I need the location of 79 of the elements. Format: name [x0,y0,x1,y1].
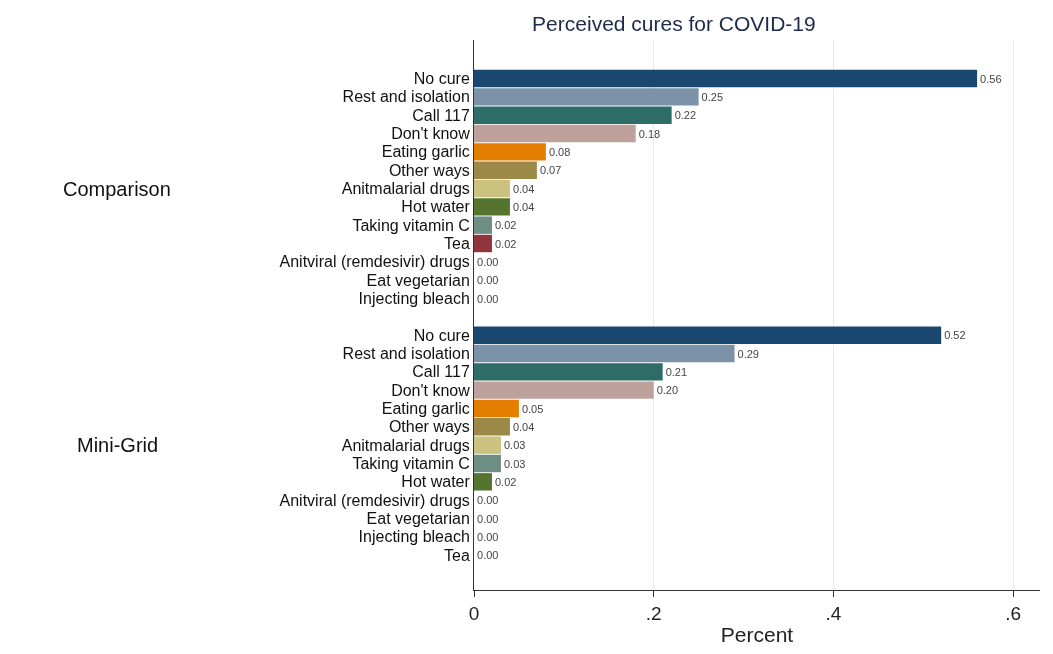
text: Mini-Grid [77,434,159,456]
x-axis-title: Percent [720,623,794,646]
data-label: 0.04 [512,182,535,195]
y-tick-label: Rest and isolation [342,345,470,363]
data-label: 0.02 [494,237,517,250]
y-tick-label: Don't know [391,125,471,143]
y-tick-label: Other ways [388,418,470,436]
data-label: 0.56 [980,72,1002,85]
y-tick-label: Taking vitamin C [352,216,470,234]
y-tick-label: Call 117 [412,106,470,124]
data-label: 0.00 [477,255,499,268]
y-tick-label: Other ways [388,161,470,179]
bar [474,399,519,418]
y-tick-label: Injecting bleach [358,528,470,546]
y-tick-label: Anitviral (remdesivir) drugs [279,491,470,509]
bar [474,124,636,143]
bar [474,69,978,88]
data-label: 0.00 [477,274,499,287]
y-tick-label: No cure [413,70,470,88]
data-label: 0.21 [665,365,688,378]
y-tick-label: Don't know [391,381,471,399]
data-label: 0.00 [477,292,499,305]
data-label: 0.25 [701,90,724,103]
y-tick-label: No cure [413,326,470,344]
data-label: 0.29 [737,347,759,360]
bar [474,436,501,454]
data-label: 0.05 [521,402,544,415]
bar [474,381,654,399]
data-label: 0.04 [512,420,535,433]
bar [474,234,492,253]
data-label: 0.04 [512,200,535,213]
y-tick-label: Tea [444,235,470,253]
data-label: 0.03 [503,457,526,470]
data-label: 0.00 [477,530,499,543]
bar [474,106,672,124]
data-label: 0.18 [638,127,661,140]
bar [474,473,492,491]
data-label: 0.02 [494,219,517,232]
x-tick-label: .2 [645,602,662,624]
y-tick-label: Rest and isolation [342,88,470,106]
y-tick-label: Eat vegetarian [366,510,470,528]
y-tick-label: Hot water [401,198,471,216]
bar [474,198,510,216]
data-label: 0.22 [674,109,697,122]
y-tick-label: Eating garlic [381,400,470,418]
chart-title: Perceived cures for COVID-19 [532,12,816,36]
x-tick-label: .4 [825,602,842,624]
bar [474,179,510,198]
y-tick-label: Anitmalarial drugs [341,180,470,198]
y-tick-label: Eat vegetarian [366,271,470,289]
y-tick-label: Anitviral (remdesivir) drugs [279,253,470,271]
data-label: 0.07 [539,164,562,177]
data-label: 0.03 [503,439,526,452]
bar [474,216,492,234]
bar [474,88,699,106]
data-label: 0.00 [477,549,499,562]
y-tick-label: Injecting bleach [358,290,470,308]
data-label: 0.00 [477,494,499,507]
bar [474,326,942,344]
bar [474,454,501,473]
bar [474,161,537,179]
data-label: 0.20 [656,384,679,397]
data-label: 0.08 [548,145,571,158]
y-tick-label: Hot water [401,473,471,491]
x-tick-label: .6 [1005,602,1021,624]
data-label: 0.52 [944,329,966,342]
x-tick-label: 0 [468,602,480,624]
bar [474,363,663,381]
y-tick-label: Taking vitamin C [352,455,470,473]
y-tick-label: Call 117 [412,363,470,381]
y-tick-label: Anitmalarial drugs [341,436,470,454]
bar [474,143,546,161]
bar [474,344,735,363]
text: Comparison [63,178,171,200]
y-tick-label: Tea [444,546,470,564]
data-label: 0.02 [494,475,517,488]
y-tick-label: Eating garlic [381,143,470,161]
data-label: 0.00 [477,512,499,525]
bar [474,418,510,436]
